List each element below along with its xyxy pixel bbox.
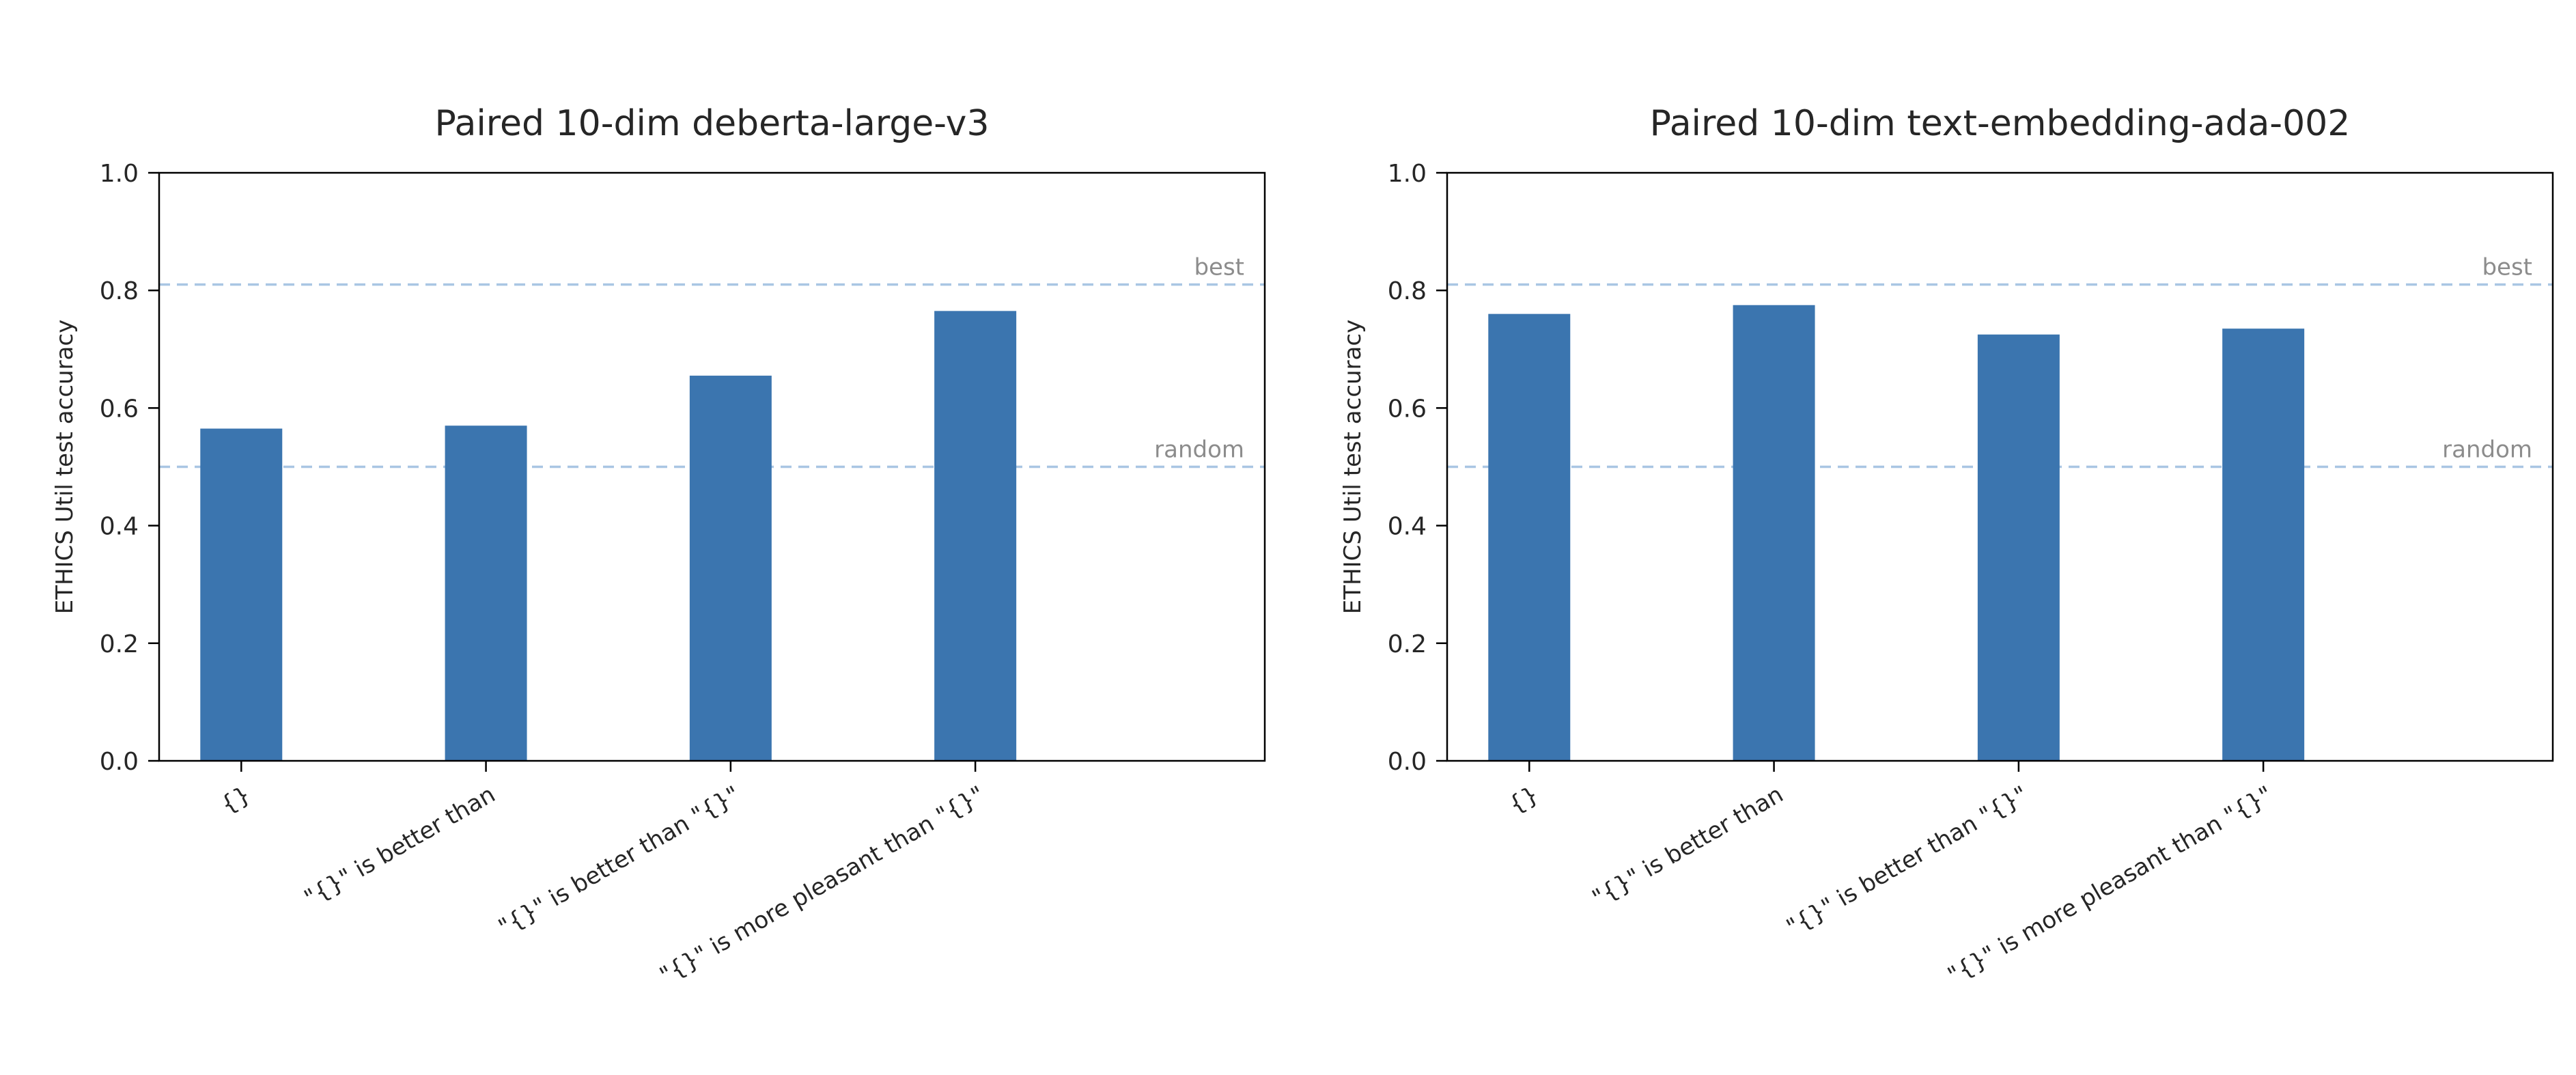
x-tick-label: "{}" is better than "{}": [1782, 781, 2032, 941]
x-tick-label: {}: [216, 781, 255, 819]
chart-paired-text-embedding-ada-002: Paired 10-dim text-embedding-ada-002 ETHI…: [1288, 0, 2576, 1075]
bar-chart-deberta-large-v3: Paired 10-dim deberta-large-v3 ETHICS Uti…: [51, 103, 1266, 990]
bar: [1977, 334, 2060, 761]
bar: [200, 428, 283, 761]
x-tick-label: "{}" is better than: [1588, 781, 1788, 912]
x-tick-label: "{}" is better than "{}": [494, 781, 744, 941]
bar: [445, 425, 527, 761]
y-tick-label: 0.4: [1388, 513, 1427, 541]
y-tick-label: 0.0: [1388, 748, 1427, 776]
y-tick-label: 0.8: [100, 277, 139, 305]
bar: [689, 376, 772, 761]
bar: [2222, 329, 2305, 761]
y-axis-label: ETHICS Util test accuracy: [51, 320, 79, 614]
y-tick-label: 0.2: [100, 630, 139, 658]
bar: [934, 311, 1017, 762]
chart-paired-deberta-large-v3: Paired 10-dim deberta-large-v3 ETHICS Uti…: [51, 103, 1266, 990]
x-tick-label: {}: [1504, 781, 1543, 819]
chart-title: Paired 10-dim deberta-large-v3: [434, 103, 989, 144]
bar-chart-text-embedding-ada-002: Paired 10-dim text-embedding-ada-002 ETHI…: [1339, 103, 2554, 990]
reference-label-random: random: [1154, 436, 1244, 464]
y-tick-label: 1.0: [100, 160, 139, 188]
y-tick-label: 0.4: [100, 513, 139, 541]
y-tick-label: 0.0: [100, 748, 139, 776]
reference-label-best: best: [2482, 254, 2532, 281]
reference-label-random: random: [2442, 436, 2532, 464]
plot-spines: [1446, 171, 2554, 762]
bar: [1733, 305, 1815, 762]
y-tick-label: 0.2: [1388, 630, 1427, 658]
reference-label-best: best: [1194, 254, 1244, 281]
y-tick-label: 1.0: [1388, 160, 1427, 188]
x-tick-label: "{}" is better than: [300, 781, 500, 912]
bar: [1488, 313, 1571, 761]
y-tick-label: 0.6: [1388, 395, 1427, 423]
y-tick-label: 0.6: [100, 395, 139, 423]
y-axis-label: ETHICS Util test accuracy: [1339, 320, 1367, 614]
plot-spines: [158, 171, 1266, 762]
chart-title: Paired 10-dim text-embedding-ada-002: [1650, 103, 2351, 144]
y-tick-label: 0.8: [1388, 277, 1427, 305]
